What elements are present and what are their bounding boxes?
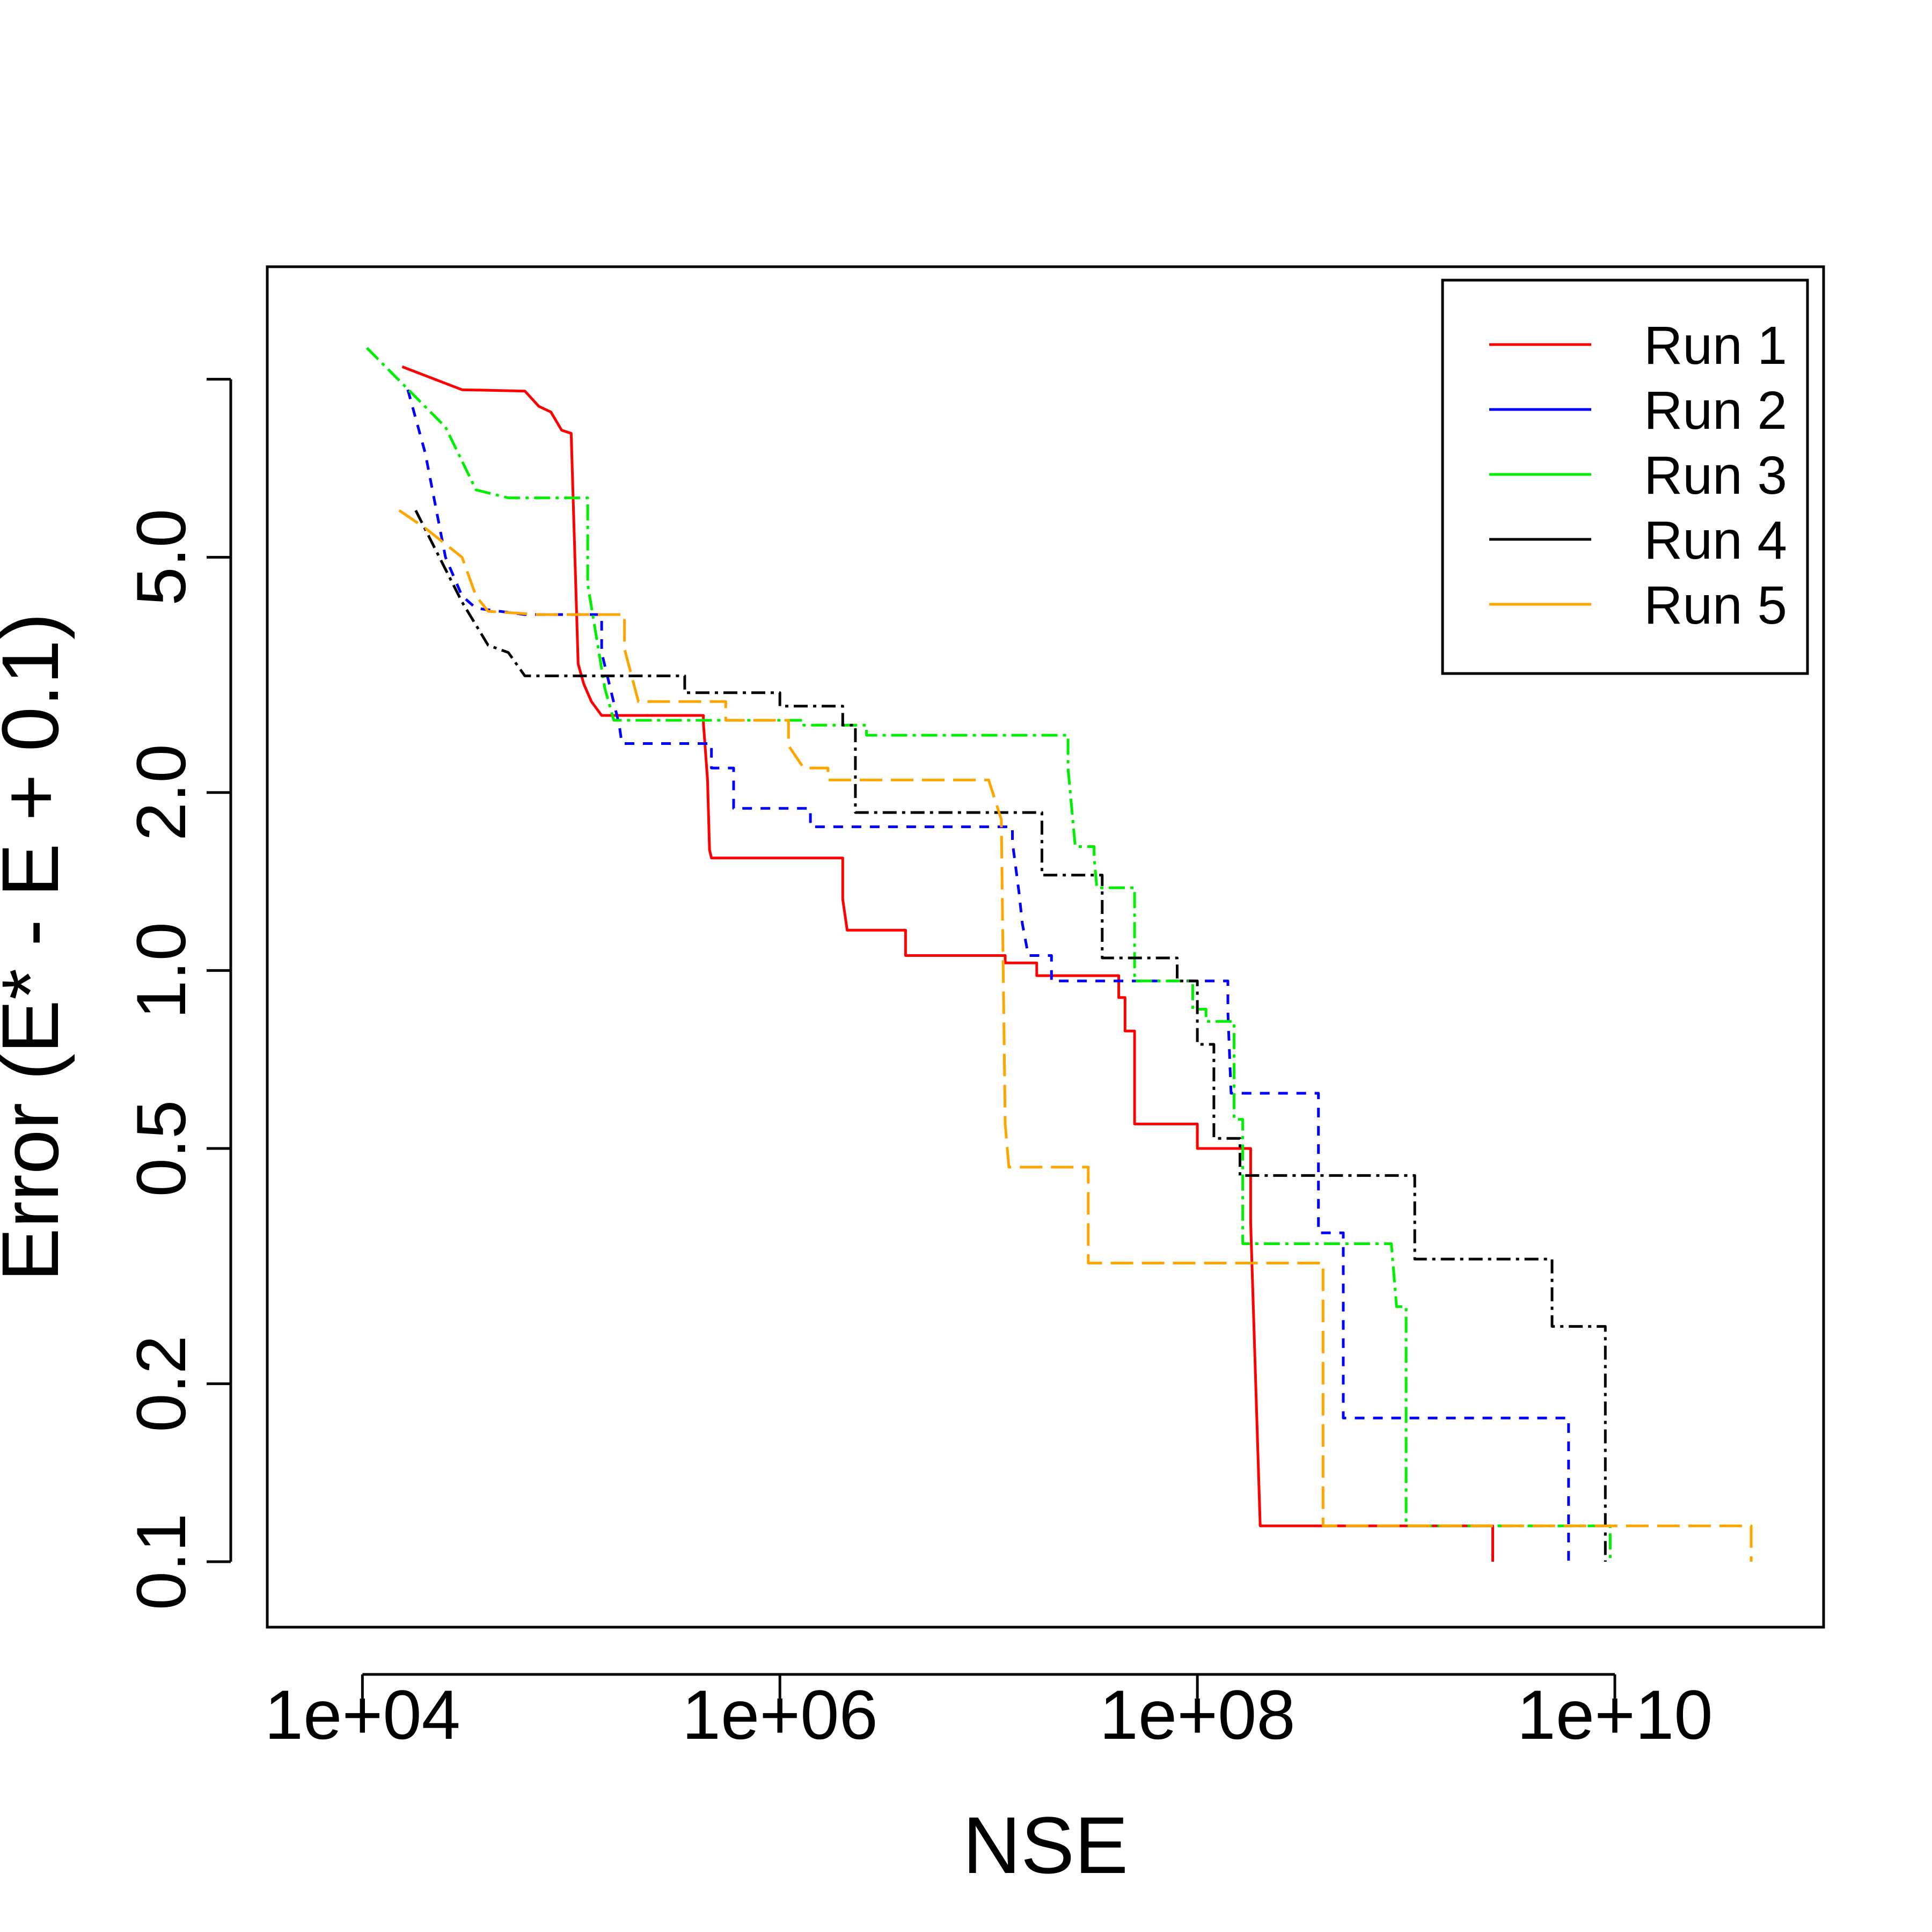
y-tick-label: 0.5 [122,1100,200,1197]
y-axis-title: Error (E* - E + 0.1) [0,613,75,1282]
y-tick-label: 2.0 [122,744,200,841]
x-axis: 1e+04 1e+06 1e+08 1e+10 [265,1673,1713,1754]
x-tick-label: 1e+06 [682,1675,878,1754]
x-tick-label: 1e+04 [265,1675,460,1754]
legend-label-run-5: Run 5 [1644,575,1787,635]
legend-label-run-2: Run 2 [1644,380,1787,441]
series-line-run-1 [401,365,1494,1562]
y-tick-label: 1.0 [122,922,200,1019]
series-line-run-3 [365,347,1612,1562]
plot-frame [266,265,1825,1629]
legend-label-run-3: Run 3 [1644,445,1787,506]
legend-label-run-1: Run 1 [1644,316,1787,376]
series-layer [365,347,1753,1562]
y-tick-label: 0.2 [122,1335,200,1432]
series-line-run-4 [414,509,1607,1562]
x-tick-label: 1e+08 [1100,1675,1296,1754]
x-tick-label: 1e+10 [1517,1675,1713,1754]
y-tick-label: 0.1 [122,1513,200,1611]
y-tick-label: 5.0 [122,509,200,606]
series-line-run-5 [398,509,1753,1562]
y-axis: 0.1 0.2 0.5 1.0 2.0 5.0 [122,378,232,1611]
x-axis-title: NSE [963,1800,1128,1890]
legend-label-run-4: Run 4 [1644,510,1787,570]
